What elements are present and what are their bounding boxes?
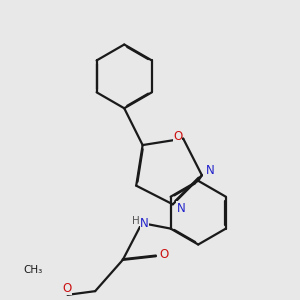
Text: O: O: [62, 282, 71, 295]
Text: CH₃: CH₃: [23, 265, 42, 275]
Text: O: O: [173, 130, 182, 143]
Text: N: N: [140, 217, 148, 230]
Text: N: N: [206, 164, 214, 177]
Text: H: H: [132, 216, 140, 226]
Text: N: N: [177, 202, 185, 214]
Text: O: O: [159, 248, 169, 261]
